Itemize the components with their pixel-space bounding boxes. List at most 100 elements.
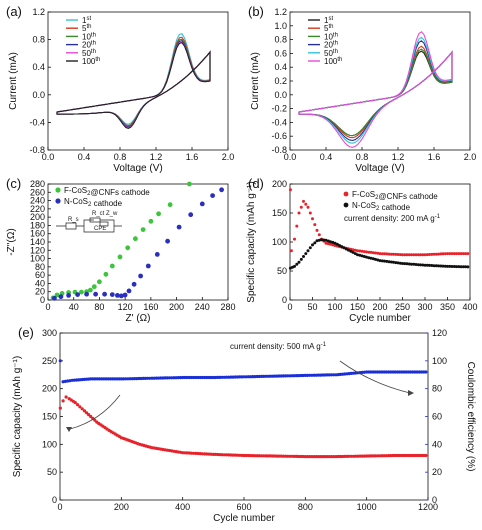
data-point bbox=[329, 242, 332, 246]
y-tick-label: 280 bbox=[30, 179, 45, 189]
data-point bbox=[163, 376, 167, 380]
data-point bbox=[273, 374, 277, 378]
data-point bbox=[286, 374, 290, 378]
data-point bbox=[109, 263, 115, 269]
data-point bbox=[125, 245, 131, 251]
y-tick-label: 40 bbox=[35, 278, 45, 288]
data-point bbox=[397, 370, 402, 374]
legend-entry: 100th bbox=[324, 57, 342, 66]
data-point bbox=[286, 454, 290, 458]
data-point bbox=[382, 370, 386, 374]
legend-entry: 50th bbox=[82, 49, 96, 58]
data-point bbox=[389, 252, 393, 256]
circuit-label: R_ct bbox=[92, 211, 105, 217]
legend-entry: F-CoS2@CNFs cathode bbox=[64, 186, 150, 197]
data-point bbox=[439, 264, 443, 268]
y-tick-label: 0.4 bbox=[32, 62, 45, 72]
data-point bbox=[64, 395, 68, 399]
legend-marker bbox=[55, 187, 61, 193]
data-point bbox=[405, 262, 409, 266]
y-axis-label: Current (mA) bbox=[250, 52, 261, 110]
data-point bbox=[464, 265, 467, 269]
data-point bbox=[367, 250, 371, 254]
y-tick-label: -0.4 bbox=[271, 117, 287, 127]
data-point bbox=[73, 401, 77, 405]
data-point bbox=[412, 253, 416, 257]
data-point bbox=[365, 250, 368, 254]
data-point bbox=[167, 202, 173, 208]
data-point bbox=[89, 414, 93, 419]
data-point bbox=[97, 279, 102, 285]
y-tick-label: -0.8 bbox=[29, 145, 45, 155]
x-axis-label: Cycle number bbox=[213, 513, 275, 524]
data-point bbox=[419, 263, 422, 267]
data-point bbox=[141, 376, 145, 380]
x-tick-label: 50 bbox=[307, 302, 317, 312]
data-point bbox=[295, 262, 299, 266]
y-axis-label: Specific capacity (mAh g⁻¹) bbox=[12, 356, 23, 477]
data-point bbox=[325, 455, 329, 459]
data-point bbox=[176, 376, 180, 380]
data-point bbox=[131, 281, 137, 287]
y-tick-label: 0.0 bbox=[274, 90, 287, 100]
data-point bbox=[115, 293, 120, 298]
data-point bbox=[80, 407, 84, 411]
y-tick-label: 1.2 bbox=[274, 7, 287, 17]
data-point bbox=[159, 376, 163, 380]
data-point bbox=[165, 238, 171, 244]
data-point bbox=[461, 252, 465, 256]
legend-entry: 50th bbox=[324, 49, 338, 58]
data-point bbox=[434, 264, 438, 268]
data-point bbox=[401, 253, 404, 257]
data-point bbox=[146, 376, 150, 380]
legend-marker bbox=[55, 198, 61, 204]
data-point bbox=[266, 454, 270, 458]
plot-frame bbox=[59, 332, 429, 501]
data-point bbox=[281, 454, 285, 458]
data-point bbox=[148, 218, 154, 224]
legend-entry: 10th bbox=[324, 32, 338, 41]
data-point bbox=[365, 454, 369, 458]
x-tick-label: 400 bbox=[175, 502, 190, 512]
legend-entry: 1st bbox=[82, 16, 91, 25]
x-tick-label: 0.0 bbox=[42, 152, 55, 162]
x-tick-label: 280 bbox=[220, 302, 235, 312]
data-point bbox=[452, 265, 456, 268]
data-point bbox=[187, 181, 192, 187]
data-point bbox=[325, 373, 329, 377]
data-point bbox=[304, 202, 308, 206]
data-point bbox=[421, 253, 425, 257]
data-point bbox=[200, 375, 204, 380]
data-point bbox=[369, 250, 373, 254]
data-point bbox=[356, 253, 359, 257]
data-point bbox=[108, 377, 112, 381]
data-point bbox=[333, 244, 337, 247]
x-tick-label: 0 bbox=[287, 302, 292, 312]
data-point bbox=[288, 188, 292, 192]
y2-tick-label: 40 bbox=[432, 439, 442, 449]
data-point bbox=[353, 252, 357, 256]
y-tick-label: 200 bbox=[42, 384, 57, 394]
data-point bbox=[376, 454, 380, 458]
data-point bbox=[404, 370, 408, 374]
data-point bbox=[211, 375, 215, 380]
data-point bbox=[416, 253, 420, 257]
data-point bbox=[421, 263, 425, 267]
data-point bbox=[320, 238, 323, 242]
arrow-to-left-axis bbox=[69, 394, 121, 430]
data-point bbox=[358, 249, 362, 253]
data-point bbox=[322, 238, 326, 242]
data-point bbox=[354, 454, 358, 458]
data-point bbox=[194, 375, 198, 380]
data-point bbox=[172, 376, 176, 380]
data-point bbox=[360, 454, 364, 458]
data-point bbox=[277, 454, 281, 458]
data-point bbox=[450, 265, 454, 268]
data-point bbox=[394, 252, 398, 256]
data-point bbox=[306, 249, 310, 253]
y-tick-label: 1.0 bbox=[274, 21, 287, 31]
data-point bbox=[335, 242, 339, 246]
y-tick-label: 120 bbox=[30, 245, 45, 255]
data-point bbox=[255, 454, 259, 458]
